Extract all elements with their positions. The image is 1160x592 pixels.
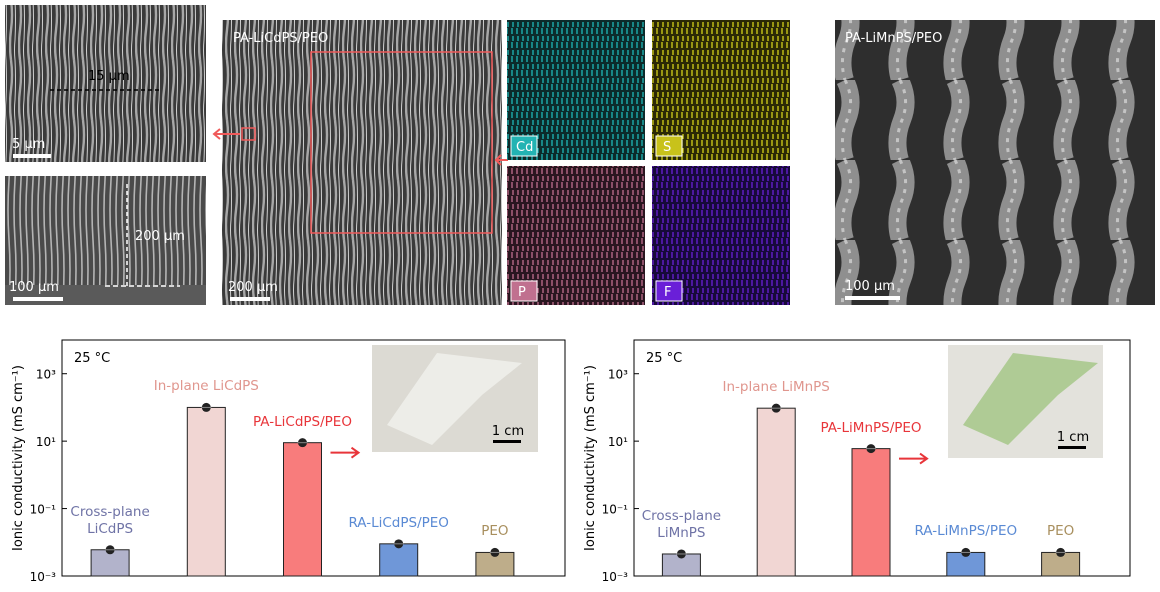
y-tick-label: 10³ — [36, 368, 56, 382]
category-label: Cross-plane LiCdPS — [70, 503, 150, 537]
category-label: Cross-plane LiMnPS — [641, 507, 722, 541]
y-tick-label: 10³ — [608, 368, 628, 382]
bar — [851, 448, 891, 577]
scale-label: 200 μm — [228, 280, 278, 295]
bar — [379, 543, 419, 577]
photo-sample — [963, 353, 1098, 445]
element-label: S — [663, 140, 671, 155]
scale-label: 100 μm — [845, 279, 895, 294]
micrograph — [5, 176, 206, 305]
y-axis-title: Ionic conductivity (mS cm⁻¹) — [11, 365, 26, 551]
y-tick-label: 10⁻¹ — [30, 503, 57, 517]
micrograph — [222, 20, 502, 305]
bar — [283, 442, 322, 577]
arrow — [212, 128, 240, 140]
y-axis-title: Ionic conductivity (mS cm⁻¹) — [583, 365, 598, 551]
scale-bar — [845, 296, 900, 300]
arrow — [494, 154, 508, 166]
scale-label: 1 cm — [492, 424, 524, 439]
element-label: Cd — [516, 140, 533, 155]
micrograph — [5, 5, 206, 162]
element-label: F — [664, 285, 671, 300]
bar — [756, 407, 796, 577]
scale-bar — [493, 440, 521, 443]
annotation: 25 °C — [646, 351, 682, 366]
micrograph — [835, 20, 1155, 305]
scale-label: 1 cm — [1057, 430, 1089, 445]
region-box — [241, 127, 256, 141]
category-label: In-plane LiMnPS — [722, 379, 830, 396]
bar — [186, 406, 226, 577]
category-label: PA-LiCdPS/PEO — [253, 413, 352, 430]
y-tick-label: 10¹ — [608, 435, 628, 449]
y-tick-label: 10⁻³ — [30, 570, 57, 584]
scale-label: 5 μm — [12, 137, 45, 152]
region-box — [310, 51, 493, 234]
element-box — [655, 280, 683, 302]
y-tick-label: 10¹ — [36, 435, 56, 449]
scale-bar — [230, 297, 270, 301]
scale-label: 100 μm — [9, 280, 59, 295]
label: 15 μm — [88, 69, 130, 84]
category-label: In-plane LiCdPS — [153, 378, 259, 395]
category-label: RA-LiCdPS/PEO — [348, 514, 449, 531]
scale-bar — [1058, 446, 1086, 449]
element-box — [510, 135, 538, 157]
y-tick-label: 10⁻¹ — [602, 503, 629, 517]
arrow — [899, 452, 929, 465]
annotation: 25 °C — [74, 351, 110, 366]
y-tick-label: 10⁻³ — [602, 570, 629, 584]
category-label: RA-LiMnPS/PEO — [914, 523, 1018, 540]
category-label: PEO — [1046, 523, 1075, 540]
category-label: PA-LiMnPS/PEO — [820, 419, 922, 436]
element-box — [510, 280, 538, 302]
arrow — [330, 446, 361, 459]
scale-bar — [13, 297, 63, 301]
scale-bar — [13, 154, 51, 158]
photo-sample — [387, 353, 522, 445]
element-box — [655, 135, 683, 157]
category-label: PEO — [481, 523, 509, 540]
panel-title: PA-LiCdPS/PEO — [233, 31, 328, 46]
element-label: P — [518, 285, 526, 300]
panel-title: PA-LiMnPS/PEO — [845, 31, 942, 46]
label: 200 μm — [135, 229, 185, 244]
